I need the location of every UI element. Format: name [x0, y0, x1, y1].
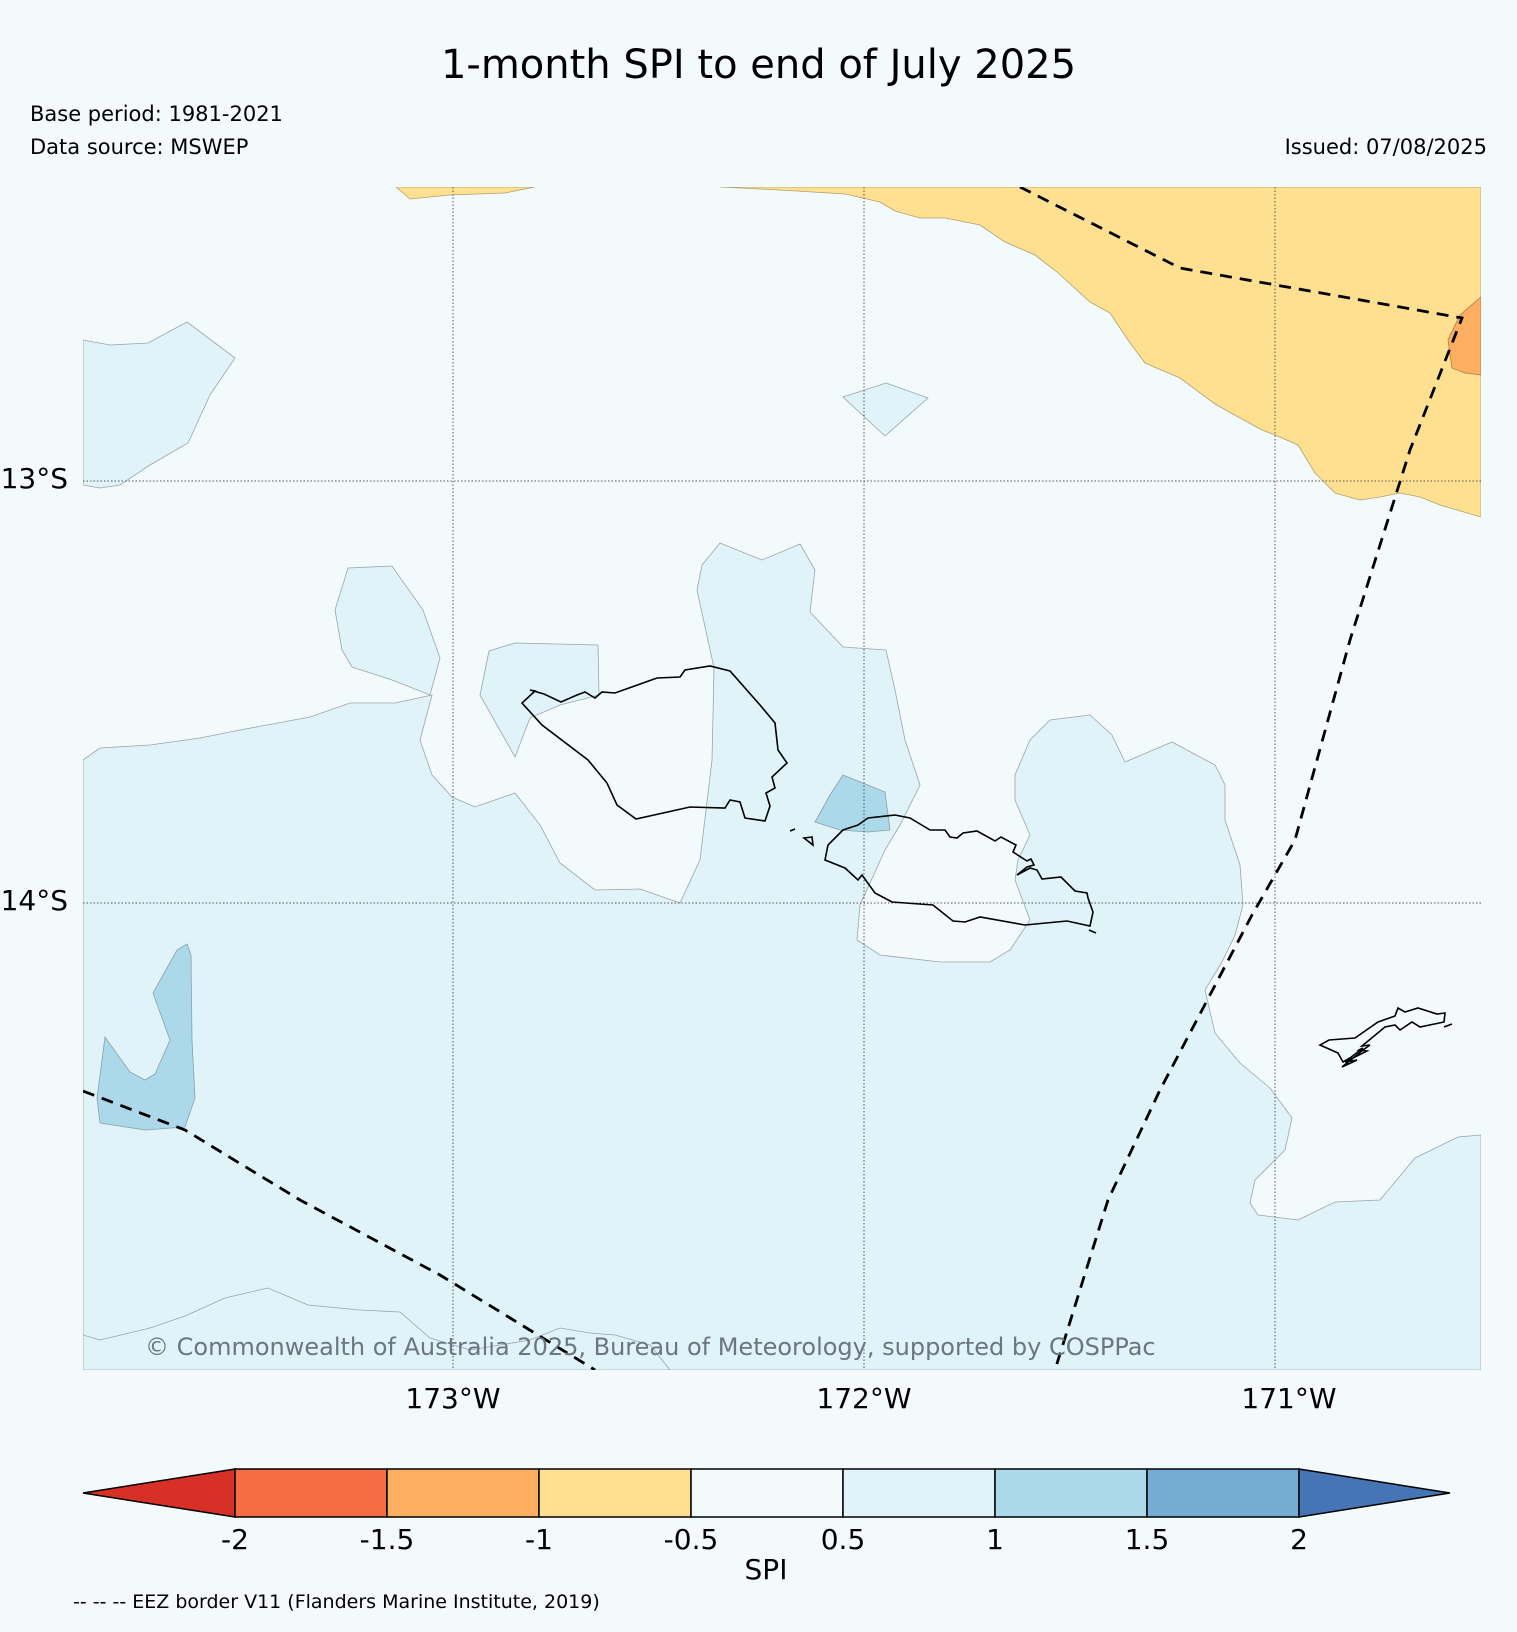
coastlines	[520, 665, 1453, 1068]
colorbar-tick--1.5: -1.5	[360, 1523, 415, 1556]
moderately-wet-area-savaii	[479, 642, 600, 758]
colorbar-tick--1: -1	[525, 1523, 553, 1556]
gridlines	[83, 187, 1481, 1370]
moderately-dry-area-north	[395, 187, 536, 200]
colorbar-segment-0.5_1	[842, 1468, 996, 1518]
data-source-text: Data source: MSWEP	[30, 135, 249, 159]
moderately-wet-area-south	[83, 542, 1481, 1370]
upolu-east-dash	[1088, 929, 1097, 934]
issued-date-text: Issued: 07/08/2025	[1284, 135, 1487, 159]
moderately-dry-area-northeast	[719, 187, 1481, 518]
lat-label-13s: 13°S	[1, 462, 68, 495]
base-period-text: Base period: 1981-2021	[30, 102, 283, 126]
eez-border-footnote: -- -- -- EEZ border V11 (Flanders Marine…	[73, 1591, 600, 1613]
colorbar-tick-1: 1	[986, 1523, 1004, 1556]
colorbar-segment--0.5_0.5	[690, 1468, 844, 1518]
moderately-wet-area-northwest	[83, 321, 236, 489]
moderately-wet-area-central	[334, 565, 441, 696]
colorbar-segment--1.5_-1	[386, 1468, 540, 1518]
lon-label-172w: 172°W	[816, 1382, 911, 1415]
colorbar-segment-1.5_2	[1146, 1468, 1300, 1518]
colorbar-segment--2_-1.5	[234, 1468, 388, 1518]
wet-area-west	[96, 943, 196, 1131]
eez-border-northeast	[1019, 187, 1464, 1370]
colorbar-tick--0.5: -0.5	[664, 1523, 719, 1556]
colorbar-segment-lt-minus-2	[82, 1468, 236, 1518]
colorbar-tick-1.5: 1.5	[1125, 1523, 1170, 1556]
dry-area-northeast-corner	[1447, 296, 1481, 376]
colorbar-tick-0.5: 0.5	[821, 1523, 866, 1556]
savaii-coastline	[520, 665, 789, 822]
spi-contours	[83, 187, 1481, 1370]
eez-borders	[83, 187, 1464, 1370]
tutuila-coastline	[1318, 1006, 1446, 1068]
colorbar-segment-1_1.5	[994, 1468, 1148, 1518]
lon-label-171w: 171°W	[1241, 1382, 1336, 1415]
apolima-dash	[789, 828, 796, 832]
colorbar-tick-2: 2	[1290, 1523, 1308, 1556]
colorbar-tick--2: -2	[221, 1523, 249, 1556]
tutuila-east-dash	[1443, 1023, 1453, 1028]
colorbar-segment--1_-0.5	[538, 1468, 692, 1518]
manono-coastline	[801, 836, 815, 847]
spi-colorbar	[82, 1468, 1451, 1518]
map-title: 1-month SPI to end of July 2025	[440, 42, 1077, 88]
colorbar-label: SPI	[745, 1553, 788, 1586]
eez-border-southwest	[83, 1089, 596, 1370]
lon-label-173w: 173°W	[405, 1382, 500, 1415]
colorbar-segment-gt-2	[1298, 1468, 1451, 1518]
colorbar-tick-labels: -2 -1.5 -1 -0.5 0.5 1 1.5 2	[221, 1523, 1308, 1556]
lat-label-14s: 14°S	[1, 884, 68, 917]
copyright-text: © Commonwealth of Australia 2025, Bureau…	[145, 1333, 1156, 1361]
upolu-coastline	[824, 814, 1094, 927]
moderately-wet-area-small	[842, 382, 929, 437]
